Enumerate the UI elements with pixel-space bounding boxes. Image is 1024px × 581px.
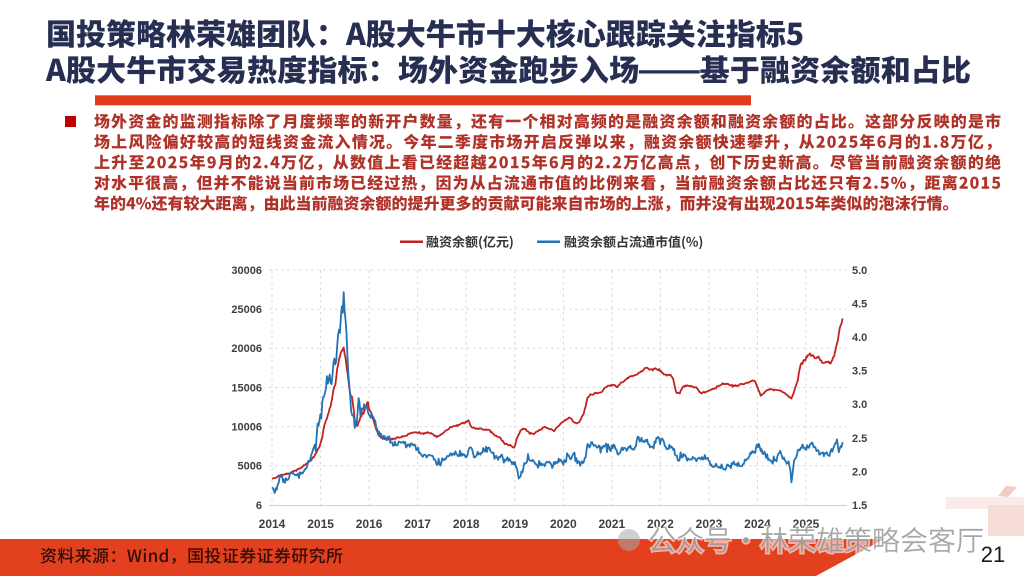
svg-text:2.5: 2.5 [852, 433, 867, 445]
svg-text:5006: 5006 [238, 461, 262, 473]
svg-text:20006: 20006 [231, 343, 262, 355]
svg-text:2017: 2017 [404, 517, 431, 531]
svg-text:4.5: 4.5 [852, 299, 867, 311]
svg-text:2019: 2019 [501, 517, 528, 531]
svg-text:5.0: 5.0 [852, 265, 867, 277]
svg-text:21: 21 [981, 542, 1005, 567]
svg-text:2018: 2018 [453, 517, 480, 531]
svg-text:2.0: 2.0 [852, 466, 867, 478]
svg-text:2016: 2016 [356, 517, 383, 531]
svg-text:2024: 2024 [744, 517, 771, 531]
svg-text:15006: 15006 [231, 382, 262, 394]
svg-text:6: 6 [256, 500, 262, 512]
svg-text:4.0: 4.0 [852, 332, 867, 344]
svg-text:25006: 25006 [231, 304, 262, 316]
svg-text:1.5: 1.5 [852, 500, 867, 512]
svg-text:2021: 2021 [598, 517, 625, 531]
svg-text:10006: 10006 [231, 422, 262, 434]
svg-text:3.0: 3.0 [852, 399, 867, 411]
svg-text:30006: 30006 [231, 265, 262, 277]
svg-text:2020: 2020 [550, 517, 577, 531]
svg-text:3.5: 3.5 [852, 366, 867, 378]
svg-text:2014: 2014 [259, 517, 286, 531]
svg-text:2015: 2015 [307, 517, 334, 531]
